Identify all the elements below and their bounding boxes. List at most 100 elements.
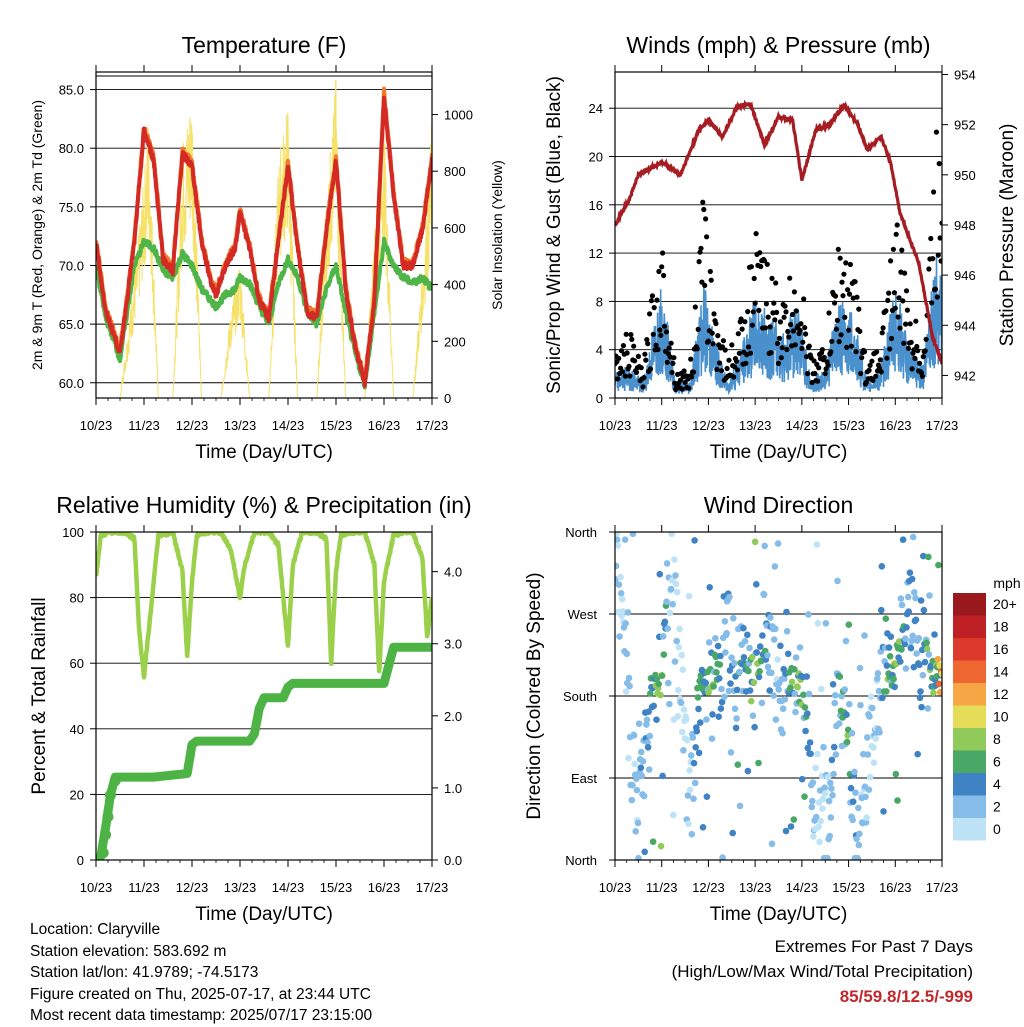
colorbar-title: mph bbox=[993, 575, 1020, 591]
direction-point bbox=[685, 820, 692, 828]
gust-point bbox=[620, 343, 627, 349]
x-tick-label: 10/23 bbox=[80, 418, 113, 433]
gust-point bbox=[874, 349, 880, 355]
chart-title: Winds (mph) & Pressure (mb) bbox=[626, 32, 930, 58]
direction-point bbox=[712, 635, 719, 642]
direction-point bbox=[667, 585, 675, 593]
direction-point bbox=[695, 705, 702, 713]
gust-point bbox=[659, 264, 665, 270]
direction-point bbox=[616, 633, 623, 640]
direction-point bbox=[901, 640, 909, 648]
gust-point bbox=[633, 369, 640, 375]
y-right-tick-label: 944 bbox=[954, 318, 976, 333]
direction-point bbox=[897, 658, 904, 665]
y-tick-label: 75.0 bbox=[59, 200, 84, 215]
direction-point bbox=[845, 621, 853, 628]
direction-point bbox=[671, 658, 679, 665]
direction-point bbox=[938, 670, 942, 678]
gust-point bbox=[815, 378, 821, 384]
gust-point bbox=[650, 331, 656, 337]
gust-point bbox=[792, 342, 798, 348]
direction-point bbox=[918, 703, 925, 711]
gust-point bbox=[858, 370, 864, 377]
direction-point bbox=[750, 679, 758, 686]
direction-point bbox=[615, 581, 623, 588]
direction-point bbox=[721, 693, 728, 701]
gust-point bbox=[799, 345, 805, 352]
gust-point bbox=[731, 374, 737, 380]
direction-point bbox=[856, 664, 864, 672]
direction-point bbox=[719, 854, 726, 860]
direction-point bbox=[705, 689, 712, 696]
direction-point bbox=[830, 770, 837, 778]
direction-point bbox=[798, 775, 806, 783]
gust-point bbox=[920, 354, 926, 360]
direction-point bbox=[842, 637, 850, 645]
direction-point bbox=[755, 759, 762, 767]
direction-point bbox=[919, 671, 927, 679]
y-tick-label: 16 bbox=[589, 198, 603, 213]
gust-point bbox=[937, 235, 942, 241]
y-axis-label: Direction (Colored By Speed) bbox=[524, 572, 545, 819]
direction-point bbox=[689, 734, 697, 741]
y-axis-label: Percent & Total Rainfall bbox=[29, 597, 50, 794]
gust-point bbox=[722, 347, 728, 353]
gust-point bbox=[897, 325, 903, 331]
gust-point bbox=[669, 369, 675, 376]
direction-point bbox=[787, 823, 795, 830]
gust-point bbox=[661, 323, 668, 329]
gust-point bbox=[777, 319, 784, 325]
direction-point bbox=[671, 556, 678, 563]
direction-point bbox=[691, 779, 699, 787]
direction-point bbox=[853, 835, 860, 843]
direction-point bbox=[690, 759, 698, 767]
direction-point bbox=[864, 751, 872, 758]
direction-point bbox=[821, 790, 829, 797]
rainfall-point bbox=[100, 829, 112, 841]
gust-point bbox=[787, 275, 793, 281]
gust-point bbox=[772, 317, 778, 323]
gust-point bbox=[854, 294, 860, 300]
colorbar-swatch bbox=[953, 638, 986, 661]
direction-point bbox=[801, 704, 809, 711]
gust-point bbox=[846, 327, 852, 333]
direction-point bbox=[638, 748, 645, 756]
direction-point bbox=[861, 632, 868, 639]
y-tick-label: 20 bbox=[589, 150, 603, 165]
gust-point bbox=[624, 350, 630, 356]
y-tick-label: 100 bbox=[62, 525, 84, 540]
direction-point bbox=[805, 690, 813, 698]
direction-point bbox=[617, 590, 625, 597]
direction-point bbox=[923, 645, 931, 653]
direction-point bbox=[766, 687, 773, 694]
direction-point bbox=[615, 532, 620, 538]
gust-point bbox=[878, 369, 884, 375]
direction-point bbox=[628, 796, 636, 804]
colorbar-swatch bbox=[953, 615, 986, 638]
direction-point bbox=[863, 814, 870, 821]
direction-point bbox=[694, 694, 702, 701]
gust-point bbox=[640, 384, 646, 390]
direction-point bbox=[673, 637, 680, 645]
direction-point bbox=[722, 649, 729, 656]
gust-point bbox=[734, 367, 741, 373]
x-tick-label: 15/23 bbox=[832, 418, 865, 433]
gust-point bbox=[866, 367, 872, 373]
gust-point bbox=[773, 280, 779, 286]
direction-point bbox=[801, 793, 808, 800]
gust-point bbox=[644, 337, 650, 343]
direction-point bbox=[852, 789, 859, 796]
direction-point bbox=[745, 667, 752, 675]
colorbar-label: 2 bbox=[993, 799, 1001, 815]
direction-point bbox=[866, 773, 874, 781]
direction-point bbox=[912, 594, 919, 602]
gust-point bbox=[797, 327, 803, 333]
gust-point bbox=[753, 231, 759, 237]
direction-point bbox=[907, 644, 915, 652]
gust-point bbox=[909, 366, 915, 372]
direction-point bbox=[819, 805, 826, 812]
direction-point bbox=[851, 768, 858, 776]
x-tick-label: 12/23 bbox=[176, 880, 209, 895]
direction-point bbox=[640, 792, 648, 800]
direction-point bbox=[626, 682, 633, 690]
